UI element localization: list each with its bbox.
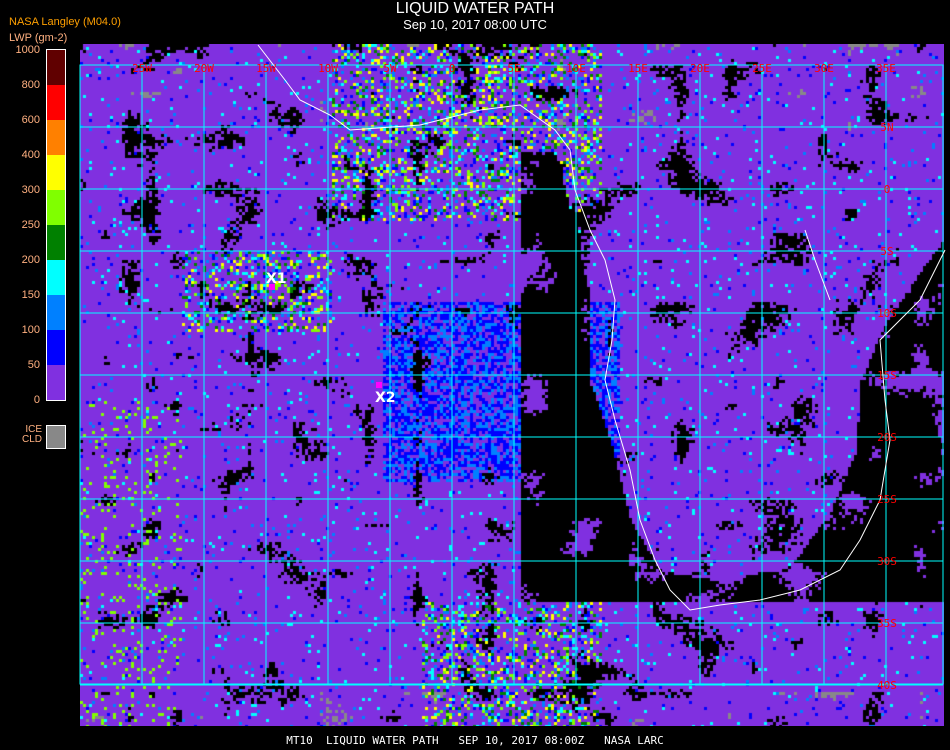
lwp-satellite-map[interactable] (80, 44, 944, 726)
marker-label: X2 (375, 390, 396, 406)
organization-label: NASA Langley (M04.0) (9, 16, 121, 28)
footer-caption: MT10 LIQUID WATER PATH SEP 10, 2017 08:0… (286, 734, 664, 747)
legend-unit-label: LWP (gm-2) (9, 32, 68, 44)
longitude-label: 15E (628, 62, 648, 75)
color-band (47, 50, 65, 85)
longitude-label: 25W (132, 62, 152, 75)
latitude-label: 15S (877, 369, 897, 382)
ice-label: ICE (25, 424, 43, 435)
marker-x1 (269, 284, 275, 290)
scale-tick-label: 100 (21, 324, 40, 336)
marker-x2 (376, 382, 382, 388)
scale-tick-label: 300 (21, 184, 40, 196)
color-band (47, 295, 65, 330)
scale-tick-label: 400 (21, 149, 40, 161)
longitude-label: 0 (449, 62, 456, 75)
latitude-label: 0 (884, 183, 891, 196)
longitude-label: 20E (690, 62, 710, 75)
ice-cloud-label: ICE CLD (22, 425, 42, 445)
latitude-label: 20S (877, 431, 897, 444)
lake-coastline (804, 229, 831, 301)
scale-tick-label: 150 (21, 289, 40, 301)
map-title: LIQUID WATER PATH (395, 0, 555, 17)
latitude-label: 25S (877, 493, 897, 506)
longitude-label: 10W (318, 62, 338, 75)
scale-tick-label: 200 (21, 254, 40, 266)
marker-label: X1 (266, 271, 287, 287)
longitude-label: 25E (752, 62, 772, 75)
latitude-label: 10S (877, 307, 897, 320)
color-band (47, 260, 65, 295)
scale-tick-label: 1000 (15, 44, 40, 56)
scale-tick-label: 0 (33, 394, 40, 406)
coastline (257, 44, 946, 611)
color-band (47, 190, 65, 225)
latitude-label: 40S (877, 679, 897, 692)
latitude-label: 35S (877, 617, 897, 630)
scale-tick-label: 50 (27, 359, 40, 371)
scale-tick-label: 250 (21, 219, 40, 231)
color-scale-bar (46, 49, 66, 401)
latitude-label: 5N (880, 121, 893, 134)
latitude-label: 30S (877, 555, 897, 568)
longitude-label: 10E (566, 62, 586, 75)
scale-tick-label: 800 (21, 79, 40, 91)
color-band (47, 365, 65, 400)
longitude-label: 5W (383, 62, 397, 75)
longitude-label: 5E (507, 62, 520, 75)
color-band (47, 120, 65, 155)
color-band (47, 225, 65, 260)
longitude-label: 20W (194, 62, 214, 75)
longitude-label: 15W (256, 62, 276, 75)
scale-tick-label: 600 (21, 114, 40, 126)
map-timestamp: Sep 10, 2017 08:00 UTC (403, 17, 547, 32)
cld-label: CLD (22, 434, 43, 445)
color-band (47, 155, 65, 190)
ice-cloud-swatch (46, 425, 66, 449)
longitude-label: 35E (876, 62, 896, 75)
longitude-label: 30E (814, 62, 834, 75)
color-band (47, 85, 65, 120)
color-band (47, 330, 65, 365)
latitude-label: 5S (880, 245, 893, 258)
